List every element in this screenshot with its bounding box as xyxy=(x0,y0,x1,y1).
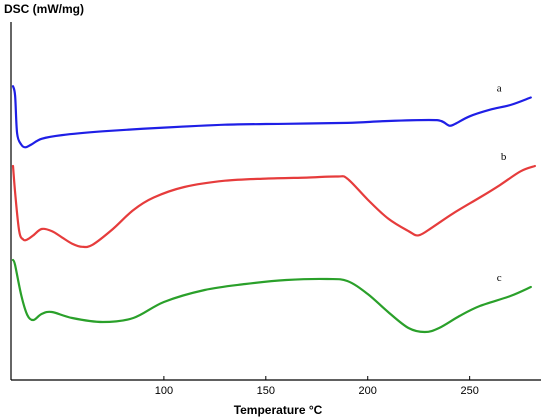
series-label-c: c xyxy=(497,272,502,284)
curve-labels: a b c xyxy=(497,82,507,284)
x-tick-label: 150 xyxy=(257,385,275,397)
curves xyxy=(11,85,536,334)
y-axis-title: DSC (mW/mg) xyxy=(4,2,84,16)
x-tick-label: 250 xyxy=(460,385,478,397)
x-tick-label: 100 xyxy=(155,385,173,397)
x-tick-label: 200 xyxy=(359,385,377,397)
series-label-b: b xyxy=(501,151,507,163)
axes xyxy=(10,22,541,381)
series-label-a: a xyxy=(497,82,502,94)
series-line-a xyxy=(11,85,532,149)
series-line-b xyxy=(11,164,536,249)
x-ticks: 100 150 200 250 xyxy=(155,376,479,397)
series-line-c xyxy=(11,258,532,334)
x-axis-title: Temperature °C xyxy=(234,403,323,417)
